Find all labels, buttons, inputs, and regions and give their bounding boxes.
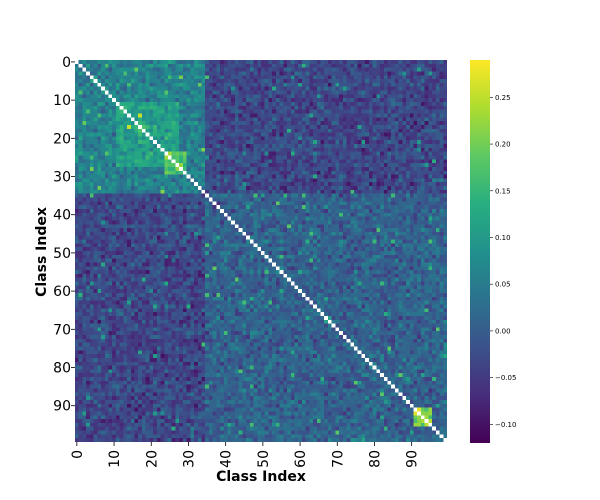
y-tick-label: 30 [53,170,71,186]
colorbar-tick-label: −0.10 [495,421,516,429]
x-tick-label: 10 [107,450,123,468]
x-tick-label: 50 [256,450,272,468]
colorbar-tick-label: 0.20 [495,141,511,149]
colorbar-tick-label: 0.05 [495,281,511,289]
heatmap-matrix [75,60,447,442]
x-axis-label: Class Index [216,469,306,485]
x-tick-label: 20 [144,450,160,468]
y-axis-ticks: 0 10 20 30 40 50 60 70 80 90 [53,55,75,415]
y-tick-label: 20 [53,131,71,147]
y-axis-label: Class Index [34,207,50,297]
y-tick-label: 50 [53,246,71,262]
colorbar-tick-label: 0.10 [495,234,511,242]
y-tick-label: 70 [53,322,71,338]
x-tick-label: 90 [405,450,421,468]
x-tick-label: 80 [367,450,383,468]
y-tick-label: 0 [62,55,71,71]
y-tick-label: 90 [53,399,71,415]
y-tick-label: 40 [53,208,71,224]
x-tick-label: 0 [70,450,86,459]
x-tick-label: 60 [293,450,309,468]
colorbar-tick-label: −0.05 [495,374,516,382]
y-tick-label: 80 [53,361,71,377]
colorbar-tick-label: 0.15 [495,187,511,195]
colorbar [470,60,490,443]
x-tick-label: 40 [219,450,235,468]
y-tick-label: 60 [53,284,71,300]
colorbar-tick-label: 0.00 [495,327,511,335]
colorbar-ticks: 0.25 0.20 0.15 0.10 0.05 0.00 −0.05 −0.10 [490,94,516,429]
x-axis-ticks: 0 10 20 30 40 50 60 70 80 90 [70,442,421,468]
x-tick-label: 70 [330,450,346,468]
y-tick-label: 10 [53,93,71,109]
x-tick-label: 30 [181,450,197,468]
colorbar-tick-label: 0.25 [495,94,511,102]
